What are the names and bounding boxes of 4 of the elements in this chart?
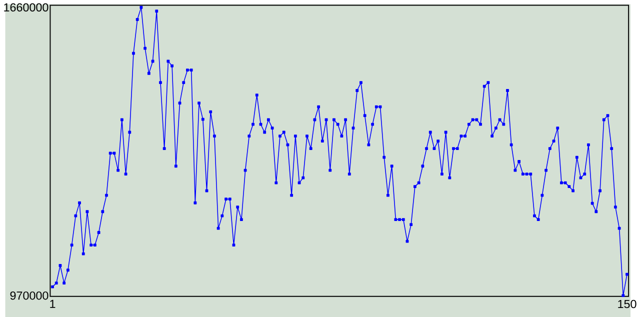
y-tick-label: 970000: [10, 291, 48, 300]
x-tick-label: 1: [50, 300, 56, 308]
y-tick-label: 1660000: [4, 3, 48, 12]
x-tick-label: 150: [618, 300, 636, 308]
